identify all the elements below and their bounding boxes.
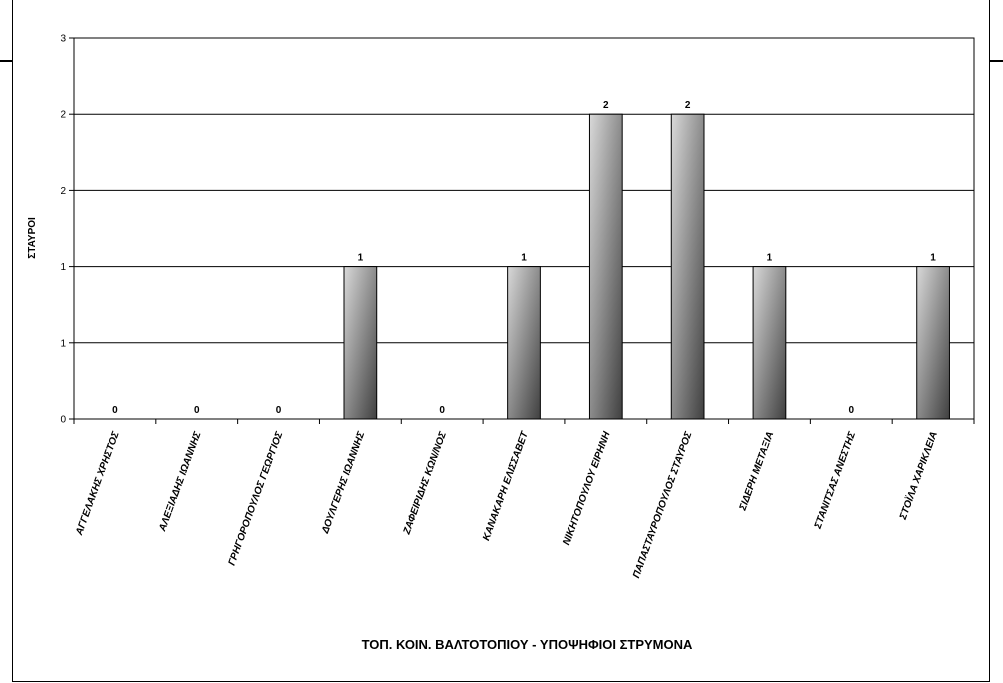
y-axis-title: ΣΤΑΥΡΟΙ xyxy=(27,217,38,259)
data-label: 1 xyxy=(358,253,364,264)
page-rule-left xyxy=(0,60,12,62)
bar xyxy=(343,266,378,420)
category-label: ΣΤΑΝΙΤΣΑΣ ΑΝΕΣΤΗΣ xyxy=(812,429,858,531)
data-label: 0 xyxy=(112,405,118,416)
data-label: 0 xyxy=(439,405,445,416)
data-label: 1 xyxy=(767,253,773,264)
bars xyxy=(343,113,950,420)
category-label: ΑΓΓΕΛΑΚΗΣ ΧΡΗΣΤΟΣ xyxy=(74,429,122,537)
data-label: 2 xyxy=(685,100,691,111)
data-label: 2 xyxy=(603,100,609,111)
page-rule-right xyxy=(990,60,1003,62)
x-axis-title: ΤΟΠ. ΚΟΙΝ. ΒΑΛΤΟΤΟΠΙΟΥ - ΥΠΟΨΗΦΙΟΙ ΣΤΡΥΜ… xyxy=(362,637,693,652)
data-label: 0 xyxy=(848,405,854,416)
y-tick-label: 1 xyxy=(60,262,66,273)
category-label: ΠΑΠΑΣΤΑΥΡΟΠΟΥΛΟΣ ΣΤΑΥΡΟΣ xyxy=(631,429,695,579)
category-label: ΝΙΚΗΤΟΠΟΥΛΟΥ ΕΙΡΗΝΗ xyxy=(561,430,613,547)
data-label: 0 xyxy=(194,405,200,416)
data-label: 1 xyxy=(930,253,936,264)
y-tick-label: 1 xyxy=(60,338,66,349)
data-label: 1 xyxy=(521,253,527,264)
category-label: ΣΙΔΕΡΗ ΜΕΤΑΞΙΑ xyxy=(737,430,776,513)
category-label: ΓΡΗΓΟΡΟΠΟΥΛΟΣ ΓΕΩΡΓΙΟΣ xyxy=(227,429,286,567)
category-label: ΚΑΝΑΚΑΡΗ ΕΛΙΣΣΑΒΕΤ xyxy=(481,429,531,542)
labels: 0 1 1 2 2 3 0 ΑΓΓΕΛΑΚΗΣ ΧΡΗΣΤΟΣ 0 ΑΛΕΞΙΑΔΗΣ ΙΩΑΝΝ… xyxy=(60,34,939,580)
data-label: 0 xyxy=(276,405,282,416)
bar xyxy=(670,113,705,420)
bar xyxy=(588,113,623,420)
category-label: ΔΟΥΛΓΕΡΗΣ ΙΩΑΝΝΗΣ xyxy=(320,429,368,536)
bar xyxy=(752,266,787,420)
category-label: ΖΑΦΕΙΡΙΔΗΣ ΚΩΝ/ΝΟΣ xyxy=(401,429,449,537)
y-tick-label: 0 xyxy=(60,415,66,426)
category-label: ΣΤΟΪΛΑ ΧΑΡΙΚΛΕΙΑ xyxy=(896,430,940,522)
y-tick-label: 3 xyxy=(60,34,66,45)
bar xyxy=(507,266,541,420)
bar xyxy=(916,266,950,420)
category-label: ΑΛΕΞΙΑΔΗΣ ΙΩΑΝΝΗΣ xyxy=(157,429,204,534)
y-tick-label: 2 xyxy=(60,186,66,197)
y-tick-label: 2 xyxy=(60,110,66,121)
chart-frame xyxy=(12,0,990,682)
